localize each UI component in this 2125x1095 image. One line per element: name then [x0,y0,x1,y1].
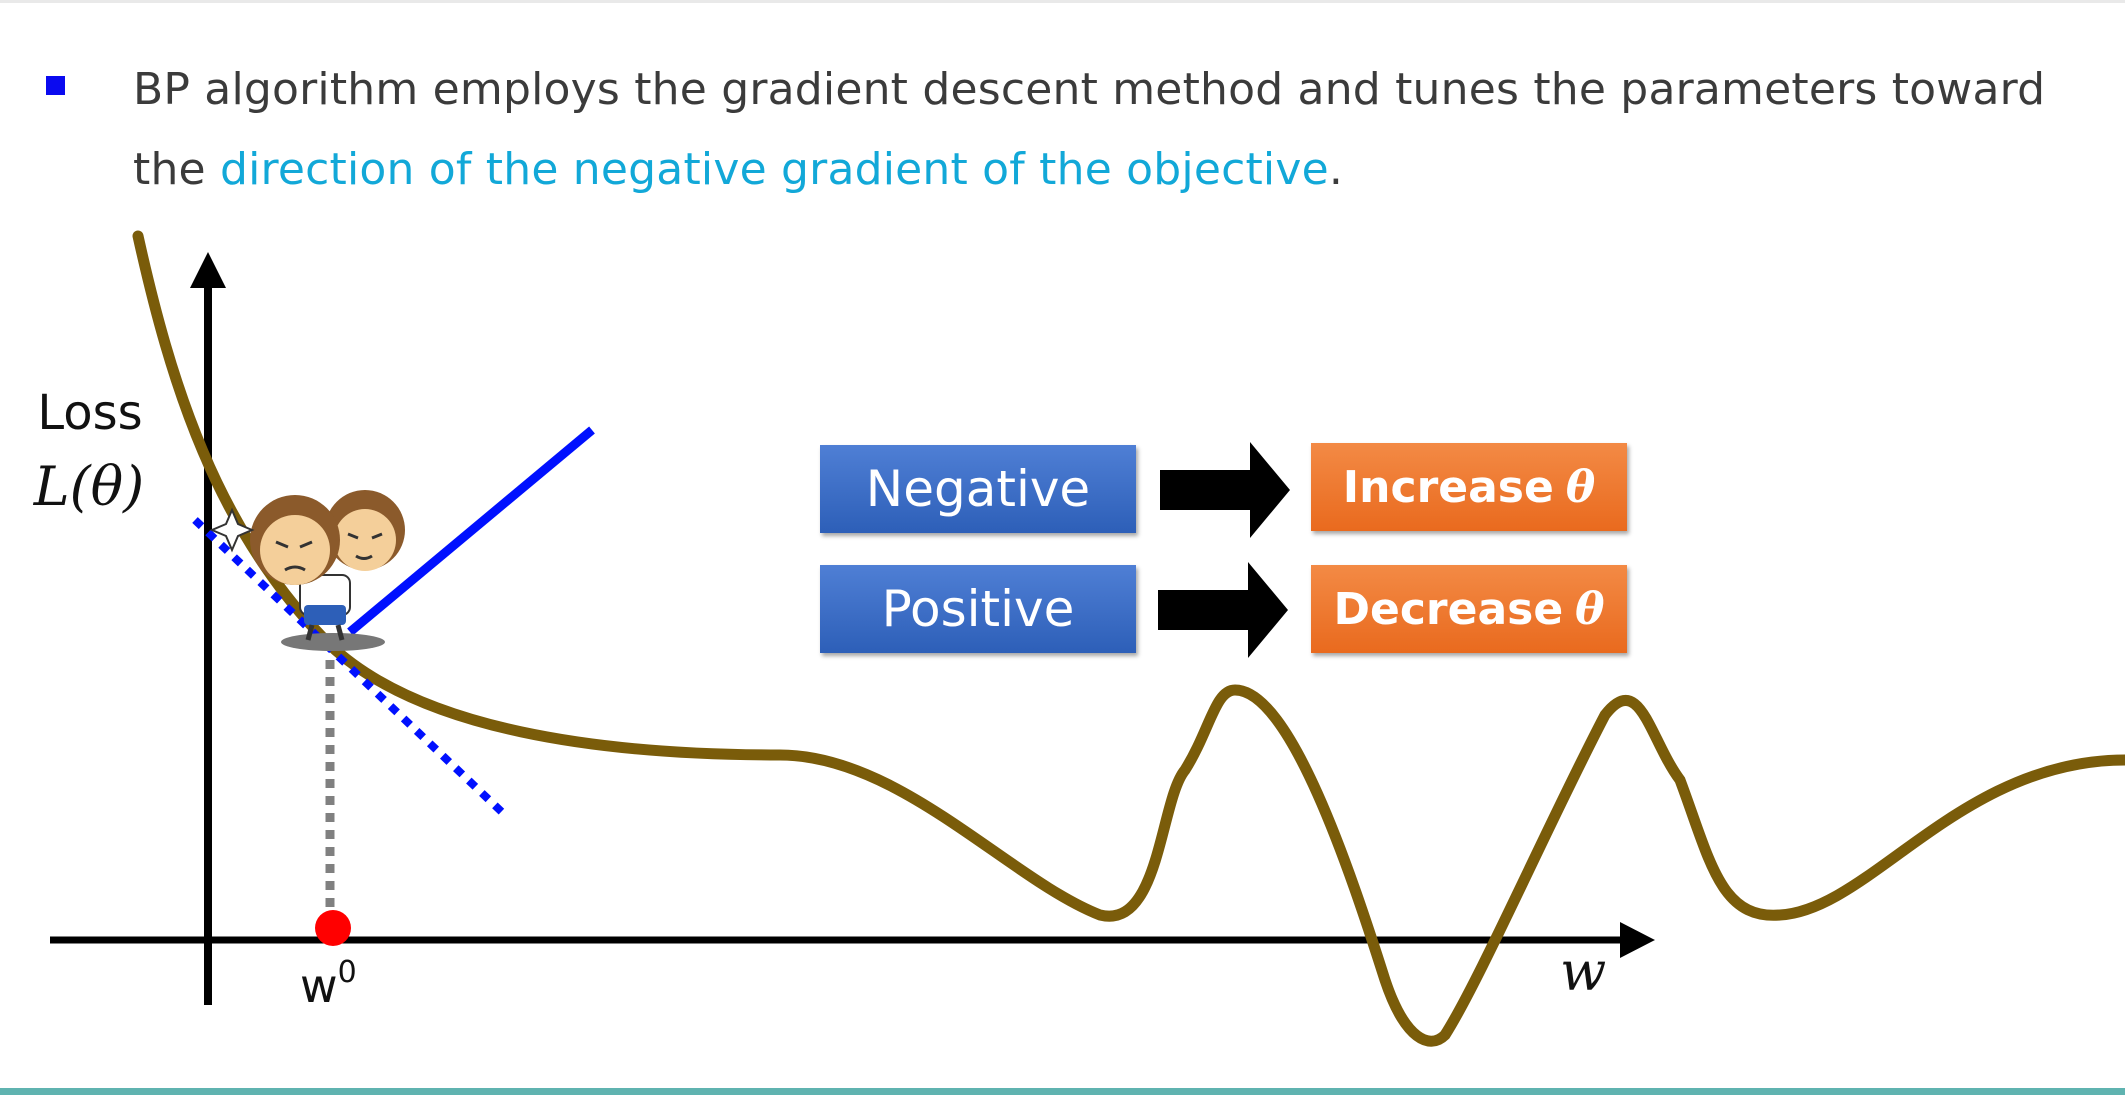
top-rule [0,0,2125,3]
decrease-label: Decrease [1333,583,1564,635]
square-bullet-icon [46,76,65,95]
bullet-text-end: . [1328,144,1344,195]
y-axis-label: Loss [37,385,143,441]
decrease-theta: θ [1575,583,1605,635]
bullet-text: BP algorithm employs the gradient descen… [133,50,2093,210]
y-axis [190,252,226,1005]
increase-theta: θ [1565,461,1596,513]
start-point-label-base: w [300,959,338,1013]
bullet-text-start: BP algorithm employs the gradient descen… [133,64,2046,195]
increase-label: Increase [1342,461,1554,513]
right-arrow-icon [1158,562,1288,658]
bullet-highlight: direction of the negative gradient of th… [220,144,1329,195]
loss-curve [132,230,2125,1047]
x-axis [50,922,1655,958]
start-point [315,910,351,946]
negative-label: Negative [865,460,1091,518]
start-point-label: w0 [300,955,357,1013]
decrease-box: Decrease θ [1311,565,1627,653]
cartoon-monkey-icon [209,490,405,651]
positive-box: Positive [820,565,1136,653]
x-axis-label: w [1560,940,1607,1003]
start-point-label-sup: 0 [337,955,357,990]
positive-label: Positive [881,580,1075,638]
y-axis-symbol: L(θ) [33,455,145,518]
gradient-line [347,426,595,636]
negative-box: Negative [820,445,1136,533]
bottom-rule [0,1088,2125,1095]
increase-box: Increase θ [1311,443,1627,531]
right-arrow-icon [1160,442,1290,538]
